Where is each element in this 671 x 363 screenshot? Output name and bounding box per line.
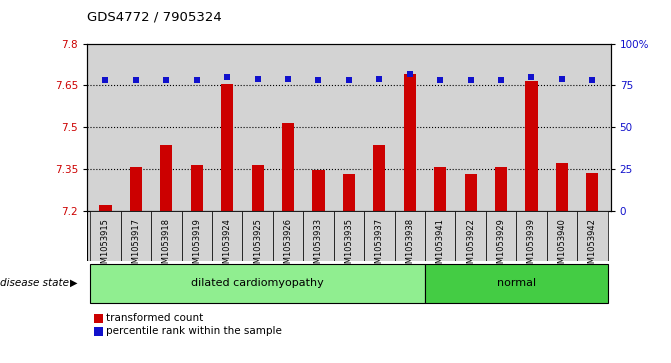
Bar <box>91 264 425 303</box>
Bar <box>282 123 294 211</box>
Text: GSM1053938: GSM1053938 <box>405 218 414 274</box>
Bar <box>495 167 507 211</box>
Bar <box>586 173 599 211</box>
Text: percentile rank within the sample: percentile rank within the sample <box>106 326 282 337</box>
Text: GSM1053940: GSM1053940 <box>558 218 566 274</box>
Text: GSM1053924: GSM1053924 <box>223 218 231 274</box>
Text: transformed count: transformed count <box>106 313 203 323</box>
Text: GSM1053917: GSM1053917 <box>132 218 140 274</box>
Text: normal: normal <box>497 278 536 288</box>
Text: GSM1053915: GSM1053915 <box>101 218 110 274</box>
Bar <box>486 211 516 261</box>
Bar <box>333 211 364 261</box>
Text: GSM1053918: GSM1053918 <box>162 218 171 274</box>
Bar <box>395 211 425 261</box>
Bar <box>425 264 607 303</box>
Bar <box>525 81 537 211</box>
Text: GSM1053942: GSM1053942 <box>588 218 597 274</box>
Bar <box>434 167 446 211</box>
Text: GDS4772 / 7905324: GDS4772 / 7905324 <box>87 11 222 24</box>
Text: GSM1053937: GSM1053937 <box>375 218 384 274</box>
Bar <box>273 211 303 261</box>
Bar <box>556 163 568 211</box>
Bar <box>212 211 242 261</box>
Text: GSM1053925: GSM1053925 <box>253 218 262 274</box>
Bar <box>130 167 142 211</box>
Bar <box>313 170 325 211</box>
Bar <box>373 145 385 211</box>
Text: GSM1053919: GSM1053919 <box>193 218 201 274</box>
Bar <box>364 211 395 261</box>
Bar <box>221 84 234 211</box>
Bar <box>464 174 476 211</box>
Text: ▶: ▶ <box>70 278 77 288</box>
Bar <box>547 211 577 261</box>
Text: GSM1053926: GSM1053926 <box>284 218 293 274</box>
Text: disease state: disease state <box>0 278 69 288</box>
Bar <box>191 165 203 211</box>
Text: GSM1053941: GSM1053941 <box>435 218 445 274</box>
Text: GSM1053933: GSM1053933 <box>314 218 323 274</box>
Bar <box>160 145 172 211</box>
Bar <box>303 211 333 261</box>
Bar <box>121 211 151 261</box>
Text: GSM1053922: GSM1053922 <box>466 218 475 274</box>
Bar <box>456 211 486 261</box>
Bar <box>99 205 111 211</box>
Text: dilated cardiomyopathy: dilated cardiomyopathy <box>191 278 324 288</box>
Bar <box>516 211 547 261</box>
Bar <box>242 211 273 261</box>
Bar <box>425 211 456 261</box>
Bar <box>182 211 212 261</box>
Bar <box>404 74 416 211</box>
Bar <box>343 174 355 211</box>
Bar <box>91 211 121 261</box>
Text: GSM1053935: GSM1053935 <box>344 218 354 274</box>
Text: GSM1053939: GSM1053939 <box>527 218 536 274</box>
Bar <box>577 211 607 261</box>
Bar <box>151 211 182 261</box>
Text: GSM1053929: GSM1053929 <box>497 218 505 274</box>
Bar <box>252 165 264 211</box>
